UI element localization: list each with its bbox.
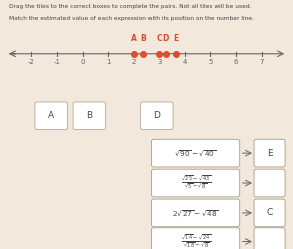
- Text: $2\sqrt{27}-\sqrt{48}$: $2\sqrt{27}-\sqrt{48}$: [172, 208, 219, 218]
- Text: Drag the tiles to the correct boxes to complete the pairs. Not all tiles will be: Drag the tiles to the correct boxes to c…: [9, 4, 251, 9]
- Text: -1: -1: [54, 59, 60, 65]
- Text: D: D: [153, 111, 160, 120]
- Text: -2: -2: [28, 59, 35, 65]
- Text: 2: 2: [132, 59, 136, 65]
- Text: C: C: [156, 34, 162, 43]
- FancyBboxPatch shape: [151, 139, 240, 167]
- Text: 0: 0: [80, 59, 85, 65]
- Text: 5: 5: [208, 59, 213, 65]
- FancyBboxPatch shape: [35, 102, 67, 129]
- FancyBboxPatch shape: [254, 228, 285, 249]
- Text: A: A: [48, 111, 54, 120]
- Text: E: E: [173, 34, 178, 43]
- Text: 6: 6: [234, 59, 238, 65]
- FancyBboxPatch shape: [151, 228, 240, 249]
- FancyBboxPatch shape: [254, 199, 285, 227]
- Text: Match the estimated value of each expression with its position on the number lin: Match the estimated value of each expres…: [9, 16, 254, 21]
- Text: 1: 1: [106, 59, 110, 65]
- FancyBboxPatch shape: [151, 169, 240, 197]
- Text: 4: 4: [183, 59, 187, 65]
- Text: B: B: [86, 111, 92, 120]
- Text: B: B: [140, 34, 146, 43]
- Text: A: A: [131, 34, 137, 43]
- Text: $\sqrt{90}-\sqrt{40}$: $\sqrt{90}-\sqrt{40}$: [174, 148, 217, 158]
- Text: C: C: [266, 208, 273, 217]
- Text: D: D: [163, 34, 169, 43]
- FancyBboxPatch shape: [151, 199, 240, 227]
- Text: E: E: [267, 149, 272, 158]
- Text: 7: 7: [259, 59, 264, 65]
- FancyBboxPatch shape: [254, 139, 285, 167]
- Text: $\frac{\sqrt{14}-\sqrt{24}}{\sqrt{18}-\sqrt{8}}$: $\frac{\sqrt{14}-\sqrt{24}}{\sqrt{18}-\s…: [180, 234, 211, 249]
- Text: 3: 3: [157, 59, 161, 65]
- FancyBboxPatch shape: [73, 102, 105, 129]
- FancyBboxPatch shape: [254, 169, 285, 197]
- FancyBboxPatch shape: [141, 102, 173, 129]
- Text: $\frac{\sqrt{25}-\sqrt{43}}{\sqrt{5}-\sqrt{8}}$: $\frac{\sqrt{25}-\sqrt{43}}{\sqrt{5}-\sq…: [180, 175, 211, 191]
